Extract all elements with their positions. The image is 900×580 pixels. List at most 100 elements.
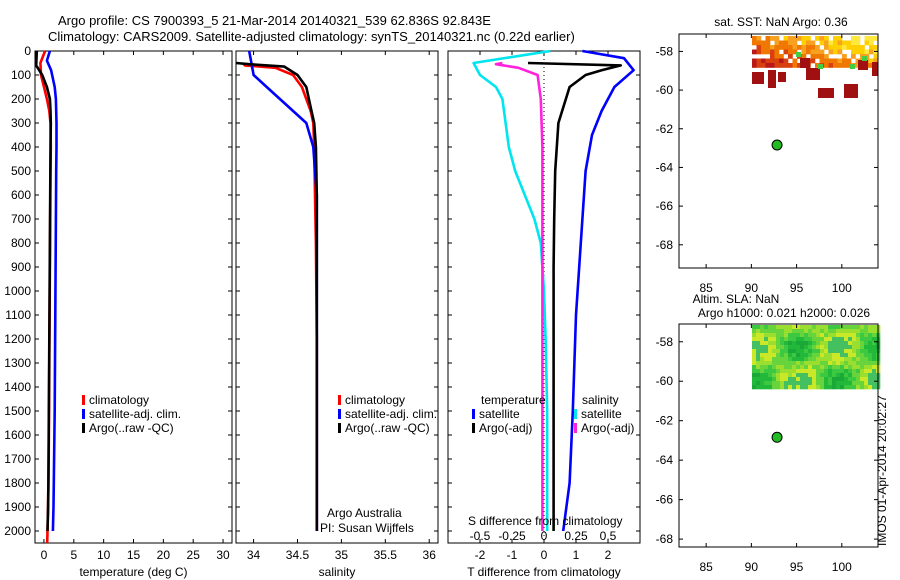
sst-cell — [833, 36, 838, 41]
sst-cell — [873, 45, 879, 50]
sla-cell — [796, 365, 801, 370]
differences-series-t-argo-adj- — [527, 61, 623, 531]
sla-cell — [768, 377, 773, 382]
sla-cell — [820, 353, 825, 358]
sla-cell — [864, 357, 869, 362]
temperature-axes-frame — [34, 50, 233, 544]
salinity-series-argo-raw-qc- — [235, 61, 319, 531]
sla-cell — [844, 333, 849, 338]
sla-cell — [764, 357, 769, 362]
sla-cell — [832, 373, 837, 378]
sla-cell — [756, 357, 761, 362]
sla-cell — [864, 365, 869, 370]
sst-cell — [788, 49, 793, 55]
sla-cell — [772, 337, 777, 342]
sla-cell — [872, 329, 877, 334]
sla-cell — [792, 349, 797, 354]
sla-cell — [836, 341, 841, 346]
pi-name-label: PI: Susan Wijffels — [320, 521, 414, 535]
sla-cell — [816, 349, 821, 354]
sla-cell — [784, 329, 789, 334]
sst-cell — [858, 60, 868, 70]
sla-cell — [848, 357, 853, 362]
sla-cell — [816, 345, 821, 350]
differences-xtick-label: -1 — [507, 548, 518, 562]
sla-cell — [820, 357, 825, 362]
sla-cell — [760, 337, 765, 342]
sst-cell — [779, 45, 784, 50]
sla-cell — [872, 345, 877, 350]
sst-map-ytick-label: -58 — [656, 44, 674, 58]
sst-cell — [761, 49, 766, 55]
sla-cell — [808, 373, 813, 378]
sla-cell — [800, 385, 805, 390]
sst-map-xtick-label: 100 — [832, 281, 852, 295]
sst-cell — [842, 54, 847, 59]
sla-cell — [828, 353, 833, 358]
sla-cell — [816, 357, 821, 362]
y-tick-label: 1800 — [4, 476, 31, 490]
sla-cell — [752, 333, 757, 338]
sst-cell — [770, 45, 775, 50]
sla-cell — [832, 329, 837, 334]
y-tick-label: 300 — [11, 116, 31, 130]
sla-cell — [792, 357, 797, 362]
sla-cell — [824, 369, 829, 374]
sla-cell — [816, 385, 821, 390]
sla-cell — [828, 349, 833, 354]
sla-cell — [812, 349, 817, 354]
sla-cell — [760, 381, 765, 386]
sla-cell — [768, 369, 773, 374]
sla-cell — [828, 357, 833, 362]
sla-cell — [756, 381, 761, 386]
sst-cell — [756, 45, 762, 50]
secondary-xtick-label: 0.25 — [564, 529, 588, 543]
sla-cell — [824, 341, 829, 346]
sla-cell — [848, 345, 853, 350]
sst-cell — [810, 49, 816, 55]
y-tick-label: 2000 — [4, 524, 31, 538]
sla-cell — [772, 333, 777, 338]
sst-cell — [783, 58, 789, 64]
sla-cell — [776, 341, 781, 346]
sla-cell — [780, 345, 785, 350]
sst-cell — [864, 36, 870, 41]
sla-cell — [768, 361, 773, 366]
sla-cell — [824, 361, 829, 366]
y-tick-label: 1400 — [4, 380, 31, 394]
sla-cell — [840, 373, 845, 378]
sla-cell — [772, 349, 777, 354]
sst-cell — [824, 63, 829, 68]
sla-cell — [828, 329, 833, 334]
sla-cell — [840, 357, 845, 362]
sla-cell — [768, 373, 773, 378]
sla-cell — [820, 337, 825, 342]
sla-cell — [816, 329, 821, 334]
sla-cell — [852, 341, 857, 346]
sst-cell — [770, 58, 775, 64]
sla-map-ytick-label: -64 — [656, 453, 674, 467]
sla-cell — [776, 337, 781, 342]
sst-cell — [806, 36, 811, 41]
sla-cell — [868, 377, 873, 382]
sst-cell — [815, 63, 820, 68]
sst-cell — [824, 45, 829, 50]
sla-cell — [788, 361, 793, 366]
sla-cell — [836, 353, 841, 358]
sla-cell — [768, 349, 773, 354]
sla-cell — [844, 341, 849, 346]
sla-cell — [872, 381, 877, 386]
sla-cell — [752, 353, 757, 358]
sla-cell — [864, 381, 869, 386]
sst-cell — [765, 58, 771, 64]
sla-cell — [812, 333, 817, 338]
sst-cell — [774, 45, 780, 50]
sla-cell — [800, 365, 805, 370]
sla-cell — [868, 341, 873, 346]
salinity-xtick-label: 36 — [423, 548, 437, 562]
salinity-series-satellite-adj-clim- — [247, 50, 319, 531]
sla-cell — [788, 373, 793, 378]
sla-cell — [856, 381, 861, 386]
sla-cell — [804, 349, 809, 354]
sla-cell — [852, 333, 857, 338]
